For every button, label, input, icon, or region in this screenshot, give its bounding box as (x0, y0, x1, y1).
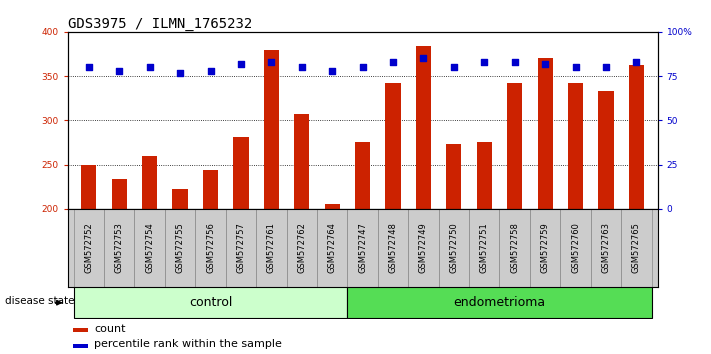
Text: GSM572756: GSM572756 (206, 222, 215, 273)
Bar (81, 165, 97, 209)
Bar (568, 83, 583, 209)
Point (448, 64, 459, 70)
Bar (385, 83, 400, 209)
Bar (233, 137, 249, 209)
Bar (469, 209, 500, 287)
Point (174, 70, 186, 75)
Bar (599, 91, 614, 209)
Point (479, 59, 490, 65)
Bar (264, 50, 279, 209)
Text: GSM572753: GSM572753 (114, 222, 124, 273)
Bar (416, 46, 431, 209)
Text: GSM572755: GSM572755 (176, 222, 185, 273)
Text: count: count (94, 324, 126, 333)
Point (357, 64, 368, 70)
Text: GSM572749: GSM572749 (419, 222, 428, 273)
Point (114, 68, 125, 74)
Bar (196, 209, 225, 287)
Bar (447, 144, 461, 209)
Text: percentile rank within the sample: percentile rank within the sample (94, 339, 282, 349)
Text: GSM572764: GSM572764 (328, 222, 337, 273)
Bar (476, 143, 492, 209)
Point (205, 68, 216, 74)
Bar (325, 205, 340, 209)
Text: GSM572747: GSM572747 (358, 222, 367, 273)
Text: GSM572751: GSM572751 (480, 222, 488, 273)
Text: GSM572765: GSM572765 (632, 222, 641, 273)
Text: GSM572754: GSM572754 (145, 222, 154, 273)
Text: GSM572752: GSM572752 (85, 222, 93, 273)
Text: GSM572758: GSM572758 (510, 222, 519, 273)
Bar (378, 209, 408, 287)
Text: GSM572762: GSM572762 (297, 222, 306, 273)
Bar (348, 209, 378, 287)
Text: GSM572763: GSM572763 (602, 222, 611, 273)
Bar (507, 83, 523, 209)
Bar (165, 209, 196, 287)
Point (266, 59, 277, 65)
Bar (225, 209, 256, 287)
Bar (621, 209, 651, 287)
Point (570, 64, 581, 70)
Point (418, 56, 429, 61)
Point (296, 64, 307, 70)
Point (83, 64, 95, 70)
Bar (256, 209, 287, 287)
Text: control: control (189, 296, 232, 309)
Text: endometrioma: endometrioma (454, 296, 545, 309)
Text: disease state: disease state (6, 296, 75, 306)
Bar (348, 287, 651, 318)
Text: GSM572748: GSM572748 (388, 222, 397, 273)
Bar (74, 209, 104, 287)
Bar (317, 209, 348, 287)
Bar (408, 209, 439, 287)
Bar (104, 209, 134, 287)
Bar (73, 344, 88, 348)
Bar (73, 328, 88, 332)
Point (387, 59, 399, 65)
Point (509, 59, 520, 65)
Point (326, 68, 338, 74)
Text: GSM572761: GSM572761 (267, 222, 276, 273)
Bar (355, 143, 370, 209)
Bar (134, 209, 165, 287)
Point (600, 64, 611, 70)
Bar (287, 209, 317, 287)
Text: GSM572760: GSM572760 (571, 222, 580, 273)
Point (631, 59, 642, 65)
Text: GSM572757: GSM572757 (237, 222, 245, 273)
Bar (629, 65, 644, 209)
Bar (112, 179, 127, 209)
Bar (530, 209, 560, 287)
Bar (439, 209, 469, 287)
Text: GSM572759: GSM572759 (540, 222, 550, 273)
Bar (560, 209, 591, 287)
Bar (591, 209, 621, 287)
Point (235, 61, 247, 67)
Bar (203, 170, 218, 209)
Bar (294, 114, 309, 209)
Text: GSM572750: GSM572750 (449, 222, 459, 273)
Point (144, 64, 156, 70)
Bar (173, 189, 188, 209)
Text: GDS3975 / ILMN_1765232: GDS3975 / ILMN_1765232 (68, 17, 252, 31)
Bar (538, 58, 552, 209)
Bar (500, 209, 530, 287)
Point (540, 61, 551, 67)
Bar (142, 156, 157, 209)
Bar (74, 287, 348, 318)
